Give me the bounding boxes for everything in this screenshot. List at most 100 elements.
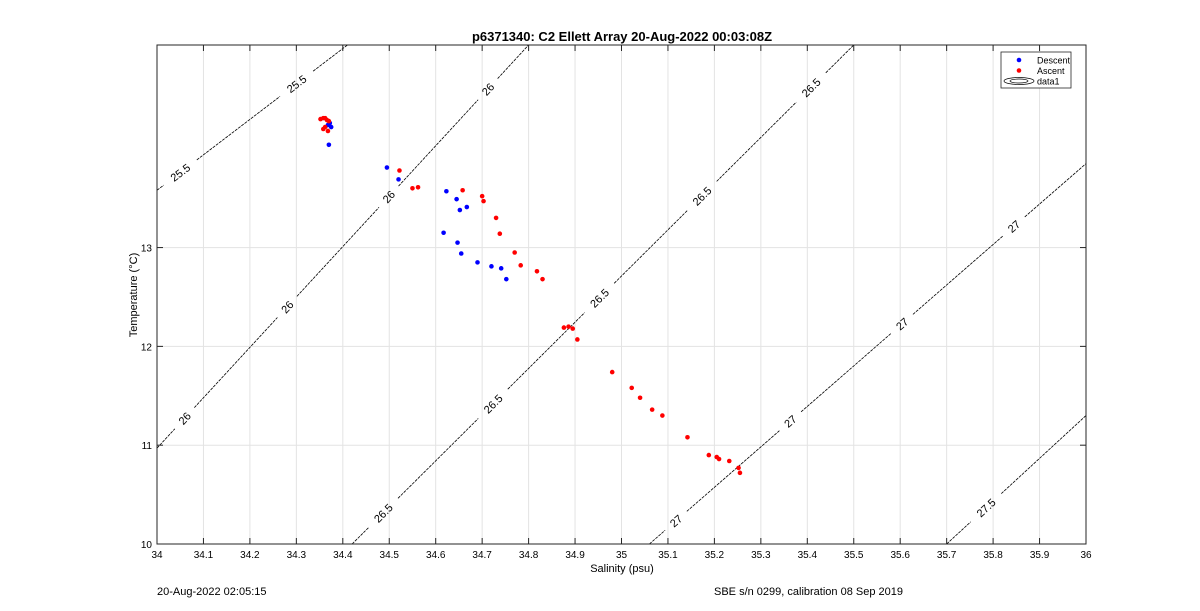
contour-label: 26 [279,299,296,316]
contour-line-segment [196,96,281,161]
descent-point [498,266,504,271]
legend-label: Ascent [1037,66,1065,76]
y-tick-label: 12 [141,342,153,353]
contour-label: 27 [1006,219,1023,236]
x-tick-label: 35.7 [937,550,957,561]
descent-point [326,142,332,148]
ascent-point [637,395,643,401]
descent-point [475,260,480,265]
legend-marker [1016,57,1022,63]
ascent-point [493,215,499,221]
descent-point [384,165,390,170]
descent-point [328,124,334,130]
x-tick-label: 34.3 [287,550,307,561]
x-tick-label: 35.3 [751,550,771,561]
descent-point [464,204,470,210]
x-tick-label: 35.1 [658,550,678,561]
descent-point [396,177,401,182]
contour-label: 27 [894,316,911,333]
footer-timestamp: 20-Aug-2022 02:05:15 [157,586,267,598]
ascent-point [497,231,503,237]
ascent-point [534,268,540,274]
contour-label: 25.5 [169,162,193,185]
x-tick-label: 34.7 [472,550,492,561]
footer-calibration: SBE s/n 0299, calibration 08 Sep 2019 [714,586,903,598]
contour-label: 26.5 [482,393,506,417]
x-tick-label: 34.5 [380,550,400,561]
legend-contour-icon [1003,77,1035,85]
x-tick-label: 34.2 [240,550,260,561]
ascent-point [460,187,465,193]
contour-line-segment [194,317,278,408]
x-axis-label: Salinity (psu) [590,563,654,575]
x-tick-label: 34.1 [194,550,214,561]
contour-label: 26.5 [588,287,612,311]
ascent-point [512,250,517,255]
descent-point [504,276,509,282]
x-tick-label: 34.9 [565,550,585,561]
contour-line-segment [716,101,797,182]
contour-line-segment [397,418,479,499]
legend-label: data1 [1037,77,1060,87]
axis-ticks: 34 34.1 34.2 34.3 34.4 34.5 34.6 34.7 34.8 34.9 35… [141,45,1092,561]
y-tick-label: 10 [141,540,153,551]
x-tick-label: 34.4 [333,550,353,561]
descent-point [444,188,449,194]
ascent-point [570,326,576,331]
contour-line-segment [507,312,585,390]
descent-point [455,240,460,245]
ascent-point [726,458,732,464]
ascent-point [609,369,615,375]
ascent-point [660,413,665,418]
x-tick-label: 35.9 [1030,550,1050,561]
x-tick-label: 34.8 [519,550,539,561]
y-tick-label: 11 [142,441,153,452]
contour-line-segment [312,45,348,72]
contour-label: 26.5 [372,502,396,526]
contour-label: 26 [177,410,194,427]
contour-line-segment [800,332,892,413]
ascent-point [575,337,580,342]
legend-marker [1016,68,1022,73]
contour-label: 26.5 [691,185,715,209]
contour-line-segment [946,521,971,544]
x-tick-label: 34.6 [426,550,446,561]
ascent-point [326,118,332,124]
ascent-point [649,407,655,412]
contour-line-segment [613,210,688,284]
ascent-point [716,456,722,462]
legend-label: Descent [1037,56,1071,66]
ascent-point [706,452,712,458]
legend-contour-icon [1009,78,1029,84]
ascent-point [518,263,524,268]
contour-line-segment [1001,415,1086,494]
ascent-point [479,193,485,199]
x-tick-label: 35.4 [798,550,818,561]
data-points [318,115,743,476]
descent-point [489,264,494,269]
ascent-point [736,465,741,471]
legend-box [1000,51,1072,89]
contour-label: 26.5 [800,76,824,100]
contour-line-segment [157,184,164,191]
ascent-point [685,434,690,440]
contour-label: 27 [668,513,685,530]
x-tick-label: 34 [151,550,163,561]
contour-line-segment [351,527,369,544]
contour-label: 27 [782,413,799,430]
grid-lines [156,45,1087,545]
contour-line-segment [1024,163,1086,218]
contour-label: 26 [381,189,398,206]
ascent-point [737,470,743,476]
ascent-point [415,184,421,190]
descent-point [454,196,459,202]
x-tick-label: 35.5 [844,550,864,561]
ascent-point [325,128,331,134]
contour-line-segment [825,45,855,74]
ascent-point [629,385,635,391]
ascent-point [540,276,545,282]
contour-label: 25.5 [285,73,309,96]
ascent-point [320,126,326,132]
